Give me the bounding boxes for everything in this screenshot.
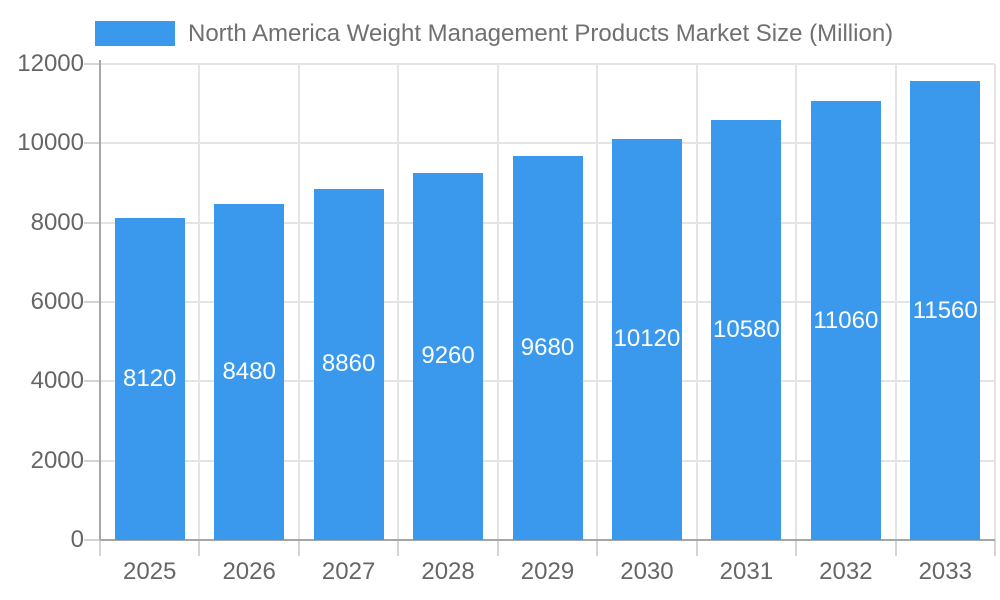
- y-axis-label: 10000: [17, 129, 84, 157]
- x-axis-tick: [894, 540, 897, 556]
- x-axis-label: 2027: [321, 558, 376, 585]
- y-axis-label: 4000: [30, 367, 84, 395]
- x-axis-label: 2026: [222, 558, 276, 585]
- x-axis-tick: [596, 540, 599, 556]
- y-axis-tick: [84, 301, 100, 303]
- x-axis-label: 2032: [819, 558, 873, 585]
- y-axis-line: [99, 60, 101, 540]
- y-axis-label: 8000: [30, 208, 84, 236]
- x-axis-label: 2030: [620, 558, 674, 585]
- gridline-horizontal: [100, 142, 995, 145]
- x-axis-tick: [695, 540, 698, 556]
- gridline-vertical: [397, 64, 400, 540]
- gridline-vertical: [198, 64, 201, 540]
- bar[interactable]: [810, 101, 881, 540]
- x-axis-tick: [496, 540, 499, 556]
- x-axis-line: [100, 539, 995, 541]
- x-axis-label: 2025: [123, 558, 177, 585]
- gridline-vertical: [795, 64, 798, 540]
- legend[interactable]: North America Weight Management Products…: [0, 0, 1000, 50]
- gridline-vertical: [894, 64, 897, 540]
- bar[interactable]: [313, 188, 384, 540]
- gridline-vertical: [695, 64, 698, 540]
- x-axis-tick: [297, 540, 300, 556]
- x-axis-label: 2029: [520, 558, 575, 585]
- y-axis-label: 6000: [30, 288, 84, 315]
- y-axis-tick: [84, 380, 100, 383]
- y-axis-label: 12000: [17, 50, 84, 77]
- bar[interactable]: [512, 156, 583, 540]
- bar-value-label: 11060: [813, 306, 879, 334]
- bar-value-label: 8120: [123, 364, 177, 392]
- bar[interactable]: [114, 217, 185, 540]
- bar-value-label: 8860: [321, 350, 376, 378]
- y-axis-tick: [84, 459, 100, 462]
- x-axis-label: 2028: [421, 558, 475, 585]
- bar[interactable]: [910, 81, 981, 540]
- x-axis-tick: [397, 540, 400, 556]
- x-axis-tick: [198, 540, 201, 556]
- y-axis-label: 2000: [30, 446, 84, 474]
- gridline-vertical: [297, 64, 300, 540]
- gridline-vertical: [596, 64, 599, 540]
- bar[interactable]: [611, 138, 682, 540]
- x-axis-tick: [795, 540, 798, 556]
- x-axis-tick: [99, 540, 101, 556]
- bar[interactable]: [214, 203, 285, 540]
- bar-value-label: 9260: [421, 342, 475, 370]
- bar-value-label: 11560: [912, 296, 978, 324]
- x-axis-label: 2031: [719, 558, 774, 585]
- y-axis-tick: [84, 539, 100, 541]
- gridline-horizontal: [100, 63, 995, 65]
- legend-swatch: [95, 21, 175, 46]
- y-axis-label: 0: [70, 526, 84, 553]
- bar-value-label: 10120: [613, 325, 681, 353]
- legend-label: North America Weight Management Products…: [188, 20, 894, 47]
- bar-value-label: 10580: [713, 316, 780, 344]
- bar-value-label: 9680: [520, 334, 575, 361]
- x-axis-label: 2033: [918, 558, 972, 585]
- bar-value-label: 8480: [222, 357, 276, 385]
- bar[interactable]: [413, 172, 484, 540]
- bar[interactable]: [711, 120, 782, 540]
- y-axis-tick: [84, 63, 100, 65]
- gridline-vertical: [994, 64, 996, 540]
- gridline-vertical: [496, 64, 499, 540]
- x-axis-tick: [994, 540, 996, 556]
- y-axis-tick: [84, 221, 100, 224]
- y-axis-tick: [84, 142, 100, 145]
